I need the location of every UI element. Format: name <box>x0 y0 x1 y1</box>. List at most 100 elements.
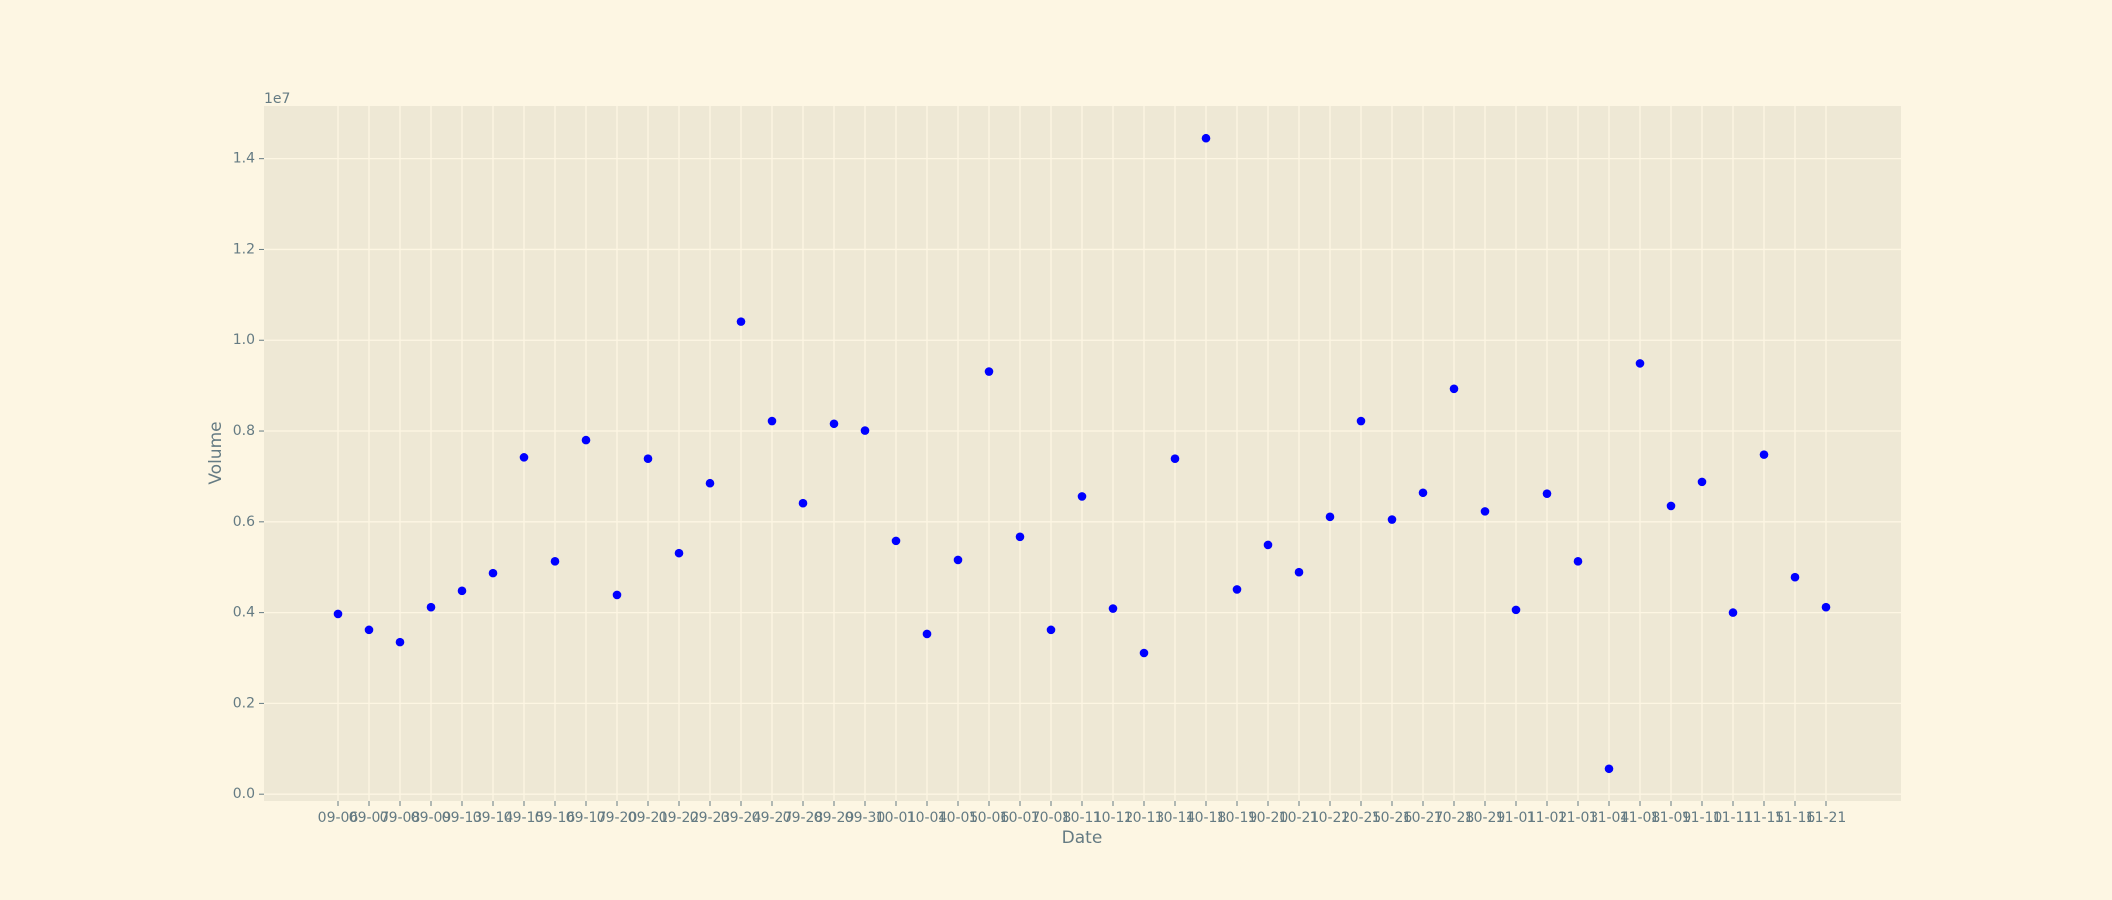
y-tick-label: 0.6 <box>233 514 255 530</box>
point <box>922 629 932 639</box>
point <box>1790 572 1800 582</box>
x-tick-label: 10-19 <box>1217 810 1258 826</box>
x-tick-label: 09-20 <box>597 810 638 826</box>
point <box>891 536 901 546</box>
point <box>767 416 777 426</box>
x-tick-label: 10-14 <box>1155 810 1196 826</box>
x-tick-label: 11-21 <box>1806 810 1847 826</box>
x-tick-label: 10-25 <box>1341 810 1382 826</box>
x-tick-label: 11-01 <box>1496 810 1537 826</box>
point <box>1108 604 1118 613</box>
point <box>984 367 994 376</box>
point <box>581 435 591 445</box>
point <box>395 637 405 647</box>
point <box>1294 567 1304 577</box>
point <box>1480 507 1490 516</box>
marks <box>333 133 1831 774</box>
x-tick-label: 11-10 <box>1682 810 1723 826</box>
x-tick-label: 09-17 <box>566 810 607 826</box>
x-tick-label: 11-11 <box>1713 810 1754 826</box>
x-tick-label: 09-06 <box>318 810 359 826</box>
x-tick-label: 10-26 <box>1372 810 1413 826</box>
x-tick-label: 09-08 <box>380 810 421 826</box>
x-tick-label: 09-29 <box>814 810 855 826</box>
x-tick-label: 09-30 <box>845 810 886 826</box>
point <box>1418 488 1428 498</box>
point <box>550 557 560 566</box>
x-tick-label: 10-21 <box>1279 810 1320 826</box>
point <box>1821 602 1831 612</box>
point <box>1449 384 1459 394</box>
point <box>1046 625 1056 635</box>
x-tick-label: 10-07 <box>1000 810 1041 826</box>
point <box>705 478 715 488</box>
x-tick-label: 09-15 <box>504 810 545 826</box>
x-tick-label: 10-13 <box>1124 810 1165 826</box>
point <box>1511 605 1521 615</box>
point <box>1635 359 1645 368</box>
x-tick-label: 11-03 <box>1558 810 1599 826</box>
point <box>860 426 870 435</box>
y-tick-label: 0.4 <box>233 605 255 621</box>
x-tick-label: 10-04 <box>907 810 948 826</box>
x-tick-label: 11-15 <box>1744 810 1785 826</box>
point <box>1325 512 1335 522</box>
x-axis-label: Date <box>1062 828 1103 848</box>
point <box>736 317 746 326</box>
x-tick-label: 09-16 <box>535 810 576 826</box>
y-tick-label: 1.2 <box>233 241 255 257</box>
y-tick-label: 1.4 <box>233 151 255 167</box>
point <box>798 498 808 508</box>
y-axis-label: Volume <box>206 421 226 484</box>
point <box>612 590 622 600</box>
x-tick-label: 10-05 <box>938 810 979 826</box>
point <box>1728 608 1738 617</box>
x-tick-label: 11-04 <box>1589 810 1630 826</box>
x-tick-label: 10-08 <box>1031 810 1072 826</box>
x-tick-label: 09-28 <box>783 810 824 826</box>
x-tick-label: 09-21 <box>628 810 669 826</box>
point <box>426 602 436 612</box>
grid <box>264 106 1901 801</box>
point <box>457 586 467 596</box>
point <box>674 548 684 558</box>
point <box>1759 450 1769 459</box>
point <box>1666 501 1676 511</box>
x-tick-label: 09-24 <box>721 810 762 826</box>
x-tick-label: 09-22 <box>659 810 700 826</box>
point <box>953 555 963 565</box>
point <box>1387 515 1397 524</box>
point <box>1077 492 1087 501</box>
x-tick-label: 09-13 <box>442 810 483 826</box>
x-tick-label: 10-20 <box>1248 810 1289 826</box>
x-tick-label: 10-27 <box>1403 810 1444 826</box>
x-tick-label: 10-01 <box>876 810 917 826</box>
x-tick-label: 10-22 <box>1310 810 1351 826</box>
x-tick-label: 11-09 <box>1651 810 1692 826</box>
x-tick-label: 10-11 <box>1062 810 1103 826</box>
point <box>1573 557 1583 566</box>
point <box>488 568 498 578</box>
point <box>1232 585 1242 594</box>
point <box>829 419 839 429</box>
point <box>1015 532 1025 542</box>
y-tick-label: 0.2 <box>233 695 255 711</box>
x-tick-label: 11-08 <box>1620 810 1661 826</box>
point <box>1201 133 1211 143</box>
point <box>519 453 529 462</box>
x-tick-label: 11-16 <box>1775 810 1816 826</box>
y-tick-label: 0.8 <box>233 423 255 439</box>
point <box>1263 540 1273 550</box>
offset-label: 1e7 <box>264 91 290 107</box>
x-tick-label: 09-14 <box>473 810 514 826</box>
x-tick-label: 10-18 <box>1186 810 1227 826</box>
x-tick-label: 09-27 <box>752 810 793 826</box>
x-tick-label: 11-02 <box>1527 810 1568 826</box>
x-tick-label: 10-06 <box>969 810 1010 826</box>
x-tick-label: 10-29 <box>1465 810 1506 826</box>
point <box>1170 454 1180 464</box>
x-tick-label: 09-23 <box>690 810 731 826</box>
point <box>1697 477 1707 487</box>
point <box>1139 648 1149 658</box>
